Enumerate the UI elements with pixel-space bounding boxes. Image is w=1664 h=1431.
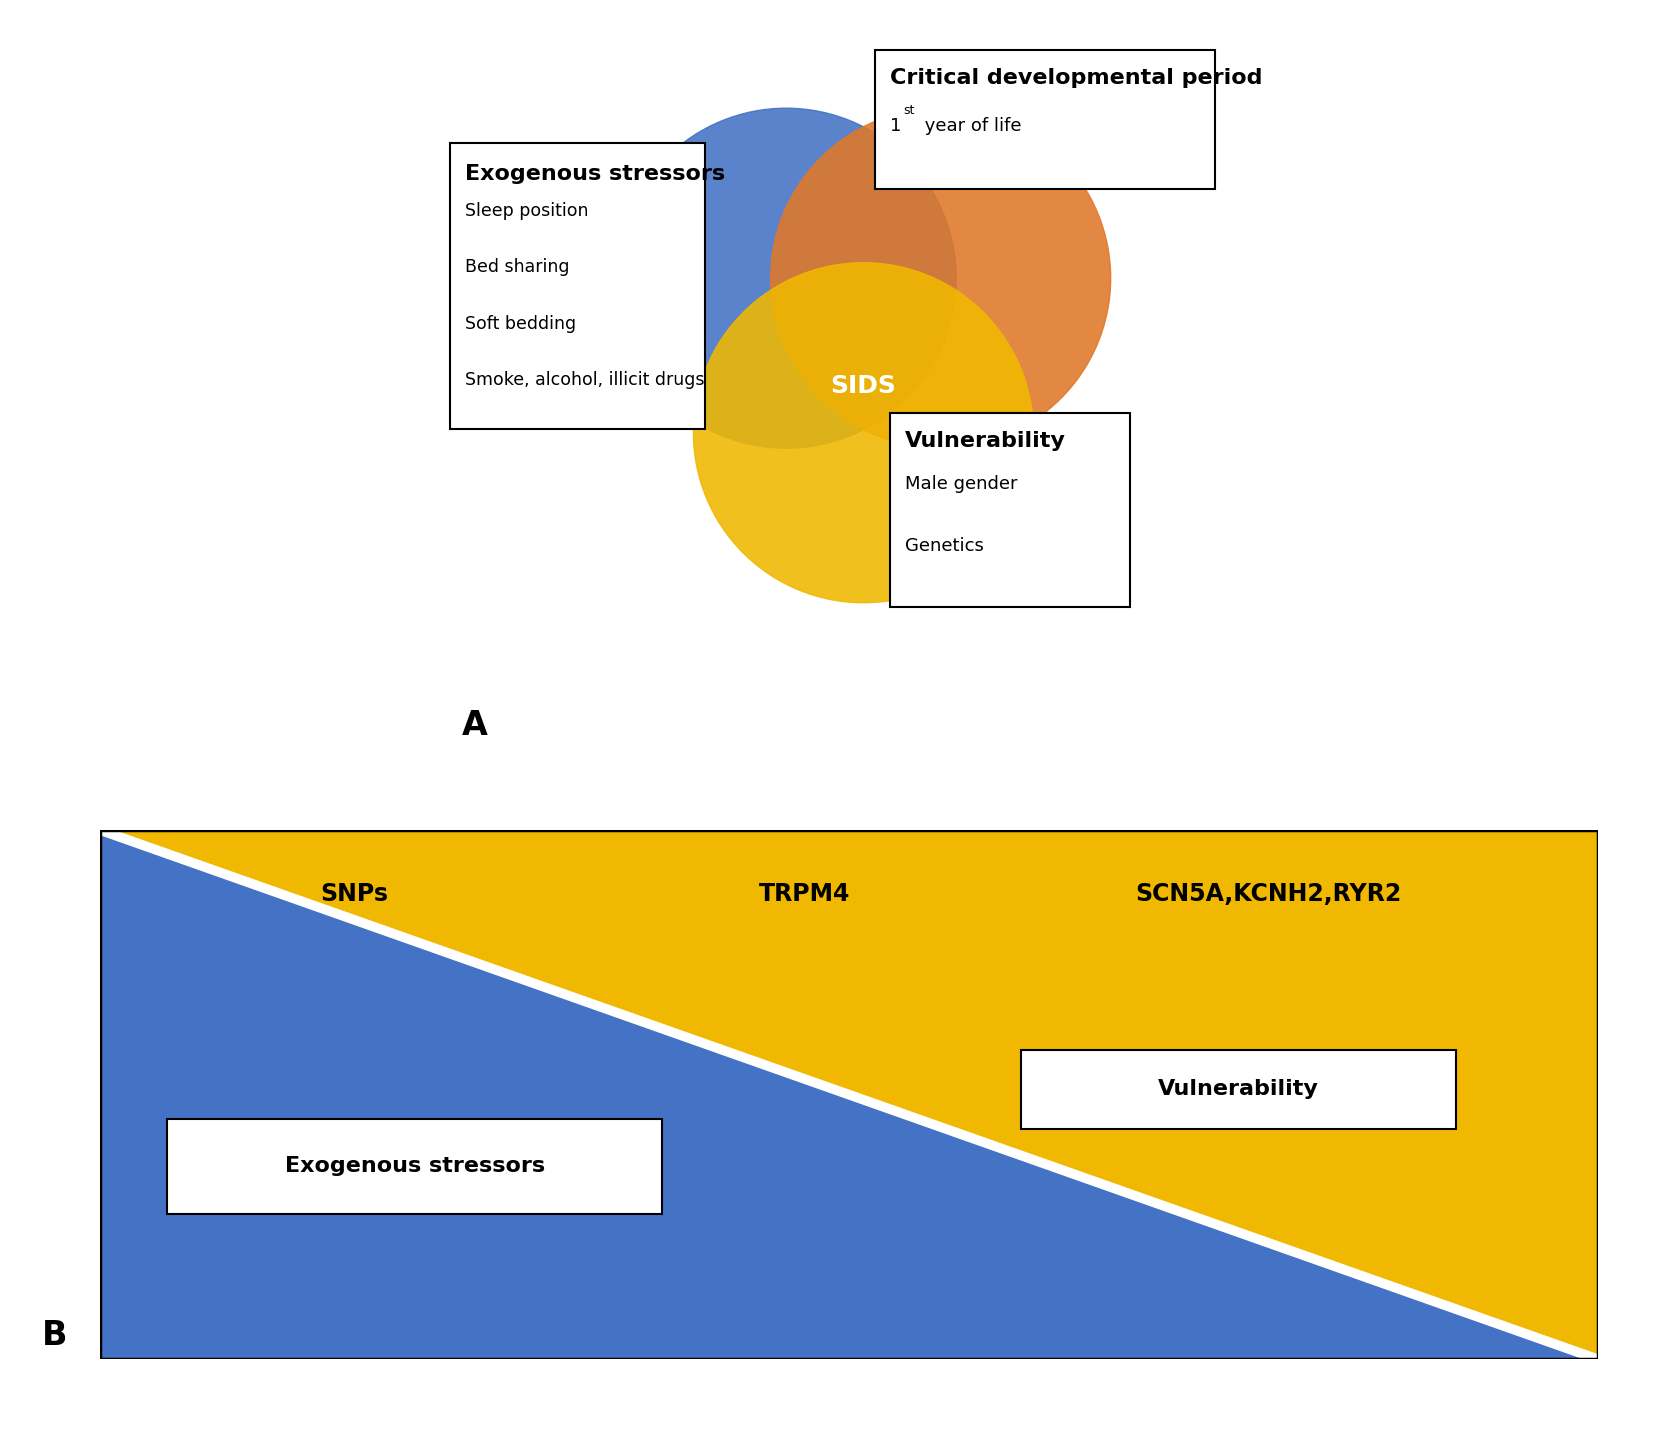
Text: year of life: year of life xyxy=(919,117,1022,136)
Text: Exogenous stressors: Exogenous stressors xyxy=(285,1156,544,1176)
FancyBboxPatch shape xyxy=(875,50,1215,189)
FancyBboxPatch shape xyxy=(166,1119,661,1213)
Text: Vulnerability: Vulnerability xyxy=(905,431,1065,451)
Circle shape xyxy=(770,109,1110,448)
Text: Critical developmental period: Critical developmental period xyxy=(889,69,1261,87)
Text: st: st xyxy=(904,103,915,116)
FancyBboxPatch shape xyxy=(890,414,1130,607)
Text: B: B xyxy=(42,1319,67,1352)
Text: Exogenous stressors: Exogenous stressors xyxy=(464,163,724,183)
Text: TRPM4: TRPM4 xyxy=(759,881,849,906)
FancyBboxPatch shape xyxy=(1020,1050,1454,1129)
Circle shape xyxy=(616,109,955,448)
Text: Smoke, alcohol, illicit drugs: Smoke, alcohol, illicit drugs xyxy=(464,371,704,389)
Text: Genetics: Genetics xyxy=(905,537,983,555)
Text: Sleep position: Sleep position xyxy=(464,202,587,220)
Text: Male gender: Male gender xyxy=(905,475,1017,494)
Text: Soft bedding: Soft bedding xyxy=(464,315,576,332)
Text: Vulnerability: Vulnerability xyxy=(1158,1079,1318,1099)
Polygon shape xyxy=(100,830,1597,1359)
Text: 1: 1 xyxy=(889,117,900,136)
FancyBboxPatch shape xyxy=(449,143,704,429)
Text: Bed sharing: Bed sharing xyxy=(464,259,569,276)
Text: A: A xyxy=(461,708,488,741)
Text: SIDS: SIDS xyxy=(830,375,895,398)
Circle shape xyxy=(692,263,1033,602)
Text: SNPs: SNPs xyxy=(321,881,388,906)
Text: SCN5A,KCNH2,RYR2: SCN5A,KCNH2,RYR2 xyxy=(1135,881,1401,906)
